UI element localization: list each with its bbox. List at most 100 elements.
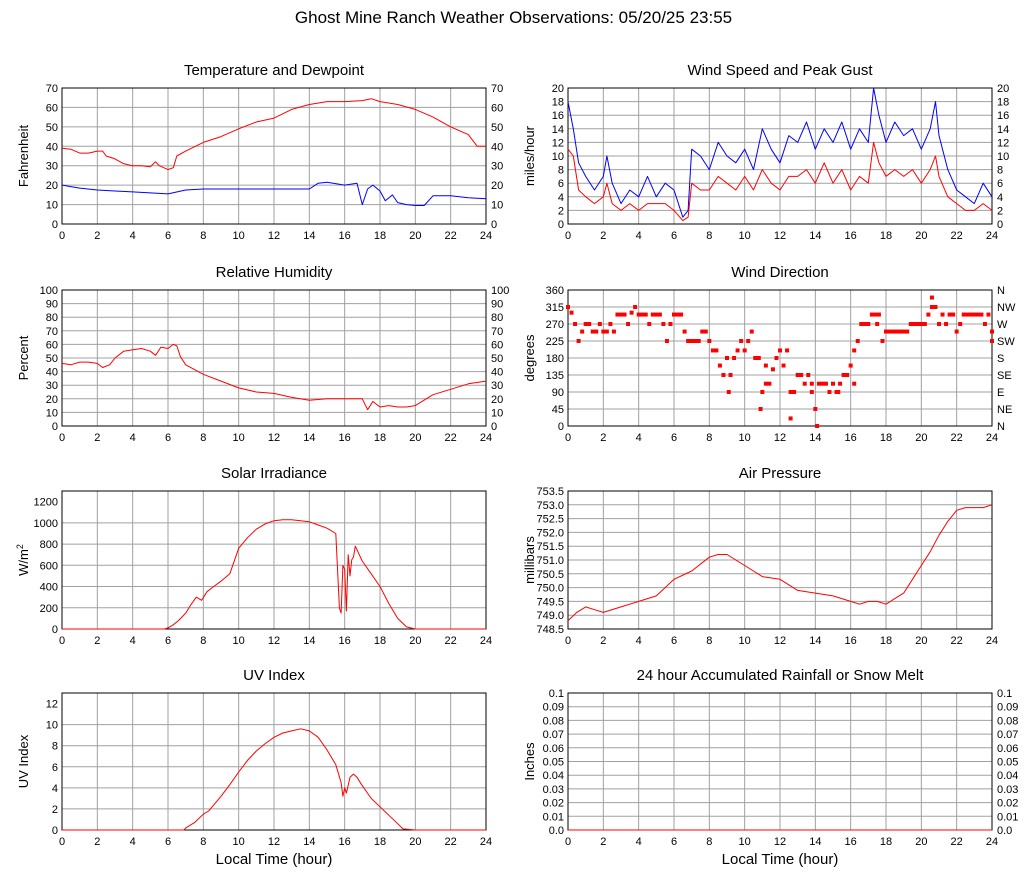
right-tick-label: 0 [491, 421, 497, 433]
x-tick-label: 2 [600, 635, 606, 647]
x-tick-label: 2 [600, 432, 606, 444]
data-point-0 [672, 312, 676, 317]
data-point-0 [781, 363, 786, 368]
x-tick-label: 2 [94, 635, 100, 647]
x-tick-label: 20 [915, 836, 927, 848]
right-tick-label: 30 [491, 380, 503, 392]
data-point-0 [820, 381, 825, 386]
data-point-0 [763, 381, 768, 386]
right-tick-label: W [997, 319, 1008, 331]
data-point-0 [739, 339, 744, 343]
chart-title: Wind Direction [731, 264, 829, 281]
y-tick-label: 751.0 [536, 555, 564, 567]
data-point-0 [891, 329, 896, 334]
x-tick-label: 8 [200, 635, 206, 647]
y-tick-label: 45 [552, 404, 564, 416]
data-point-0 [640, 312, 645, 317]
x-tick-label: 16 [845, 230, 857, 242]
y-tick-label: 753.5 [536, 486, 564, 498]
plot-frame [567, 289, 993, 427]
x-tick-label: 10 [739, 230, 751, 242]
x-tick-label: 6 [671, 836, 677, 848]
right-tick-label: 0.03 [997, 784, 1018, 796]
right-tick-label: 6 [997, 178, 1003, 190]
data-point-0 [778, 348, 782, 353]
data-point-0 [636, 312, 641, 317]
x-tick-label: 18 [374, 432, 386, 444]
series-line-wind-speed [567, 141, 993, 222]
data-point-0 [756, 356, 761, 360]
data-point-0 [990, 329, 994, 334]
y-axis-label: miles/hour [522, 125, 537, 186]
data-point-0 [982, 322, 987, 326]
y-tick-label: 0.0 [549, 825, 564, 837]
data-point-1 [758, 407, 763, 411]
right-tick-label: 20 [491, 180, 503, 192]
data-point-1 [852, 381, 857, 386]
data-point-0 [689, 339, 694, 343]
right-tick-label: 0.01 [997, 811, 1018, 823]
x-tick-label: 12 [774, 635, 786, 647]
x-tick-label: 6 [165, 836, 171, 848]
x-tick-label: 12 [268, 230, 280, 242]
right-tick-label: 14 [997, 124, 1009, 136]
x-tick-label: 8 [200, 432, 206, 444]
y-tick-label: 10 [46, 720, 58, 732]
data-point-0 [876, 312, 881, 317]
chart-title: 24 hour Accumulated Rainfall or Snow Mel… [637, 667, 925, 684]
y-axis-label: Percent [16, 335, 31, 380]
y-tick-label: 100 [40, 285, 58, 297]
data-point-0 [873, 312, 878, 317]
data-point-0 [608, 322, 613, 326]
x-tick-label: 22 [951, 432, 963, 444]
x-tick-label: 4 [130, 836, 136, 848]
x-tick-label: 18 [374, 230, 386, 242]
y-tick-label: 600 [40, 560, 58, 572]
data-point-0 [919, 322, 924, 326]
data-point-0 [866, 322, 871, 326]
right-tick-label: 0.02 [997, 798, 1018, 810]
y-tick-label: 40 [46, 141, 58, 153]
y-axis-label: Fahrenheit [16, 125, 31, 188]
y-tick-label: 10 [46, 407, 58, 419]
x-tick-label: 14 [303, 432, 315, 444]
data-point-0 [933, 305, 938, 309]
x-tick-label: 16 [845, 836, 857, 848]
data-point-0 [792, 390, 797, 394]
data-point-0 [573, 322, 578, 326]
y-tick-label: 70 [46, 83, 58, 95]
data-point-0 [795, 373, 800, 377]
y-tick-label: 0.08 [543, 715, 564, 727]
data-point-0 [693, 339, 698, 343]
y-tick-label: 0 [558, 219, 564, 231]
data-point-0 [707, 339, 712, 343]
data-point-0 [816, 381, 821, 386]
y-tick-label: 50 [46, 353, 58, 365]
data-point-0 [629, 310, 634, 315]
x-tick-label: 10 [739, 635, 751, 647]
x-tick-label: 22 [951, 635, 963, 647]
right-tick-label: 70 [491, 83, 503, 95]
x-tick-label: 10 [739, 432, 751, 444]
y-tick-label: 748.5 [536, 624, 564, 636]
x-axis-label: Local Time (hour) [722, 851, 839, 868]
right-tick-label: 8 [997, 165, 1003, 177]
y-axis-label-text: miles/hour [522, 125, 537, 186]
right-tick-label: 50 [491, 122, 503, 134]
data-point-0 [940, 312, 945, 317]
x-tick-label: 4 [130, 635, 136, 647]
data-point-0 [929, 305, 934, 309]
right-tick-label: 10 [997, 151, 1009, 163]
y-tick-label: 0.03 [543, 784, 564, 796]
x-tick-label: 18 [880, 635, 892, 647]
plot-frame [61, 289, 487, 427]
data-point-0 [604, 329, 609, 334]
x-tick-label: 14 [303, 836, 315, 848]
plot-frame [61, 692, 487, 831]
right-tick-label: NE [997, 404, 1012, 416]
data-point-0 [979, 312, 984, 317]
x-tick-label: 0 [59, 230, 65, 242]
x-tick-label: 0 [565, 836, 571, 848]
